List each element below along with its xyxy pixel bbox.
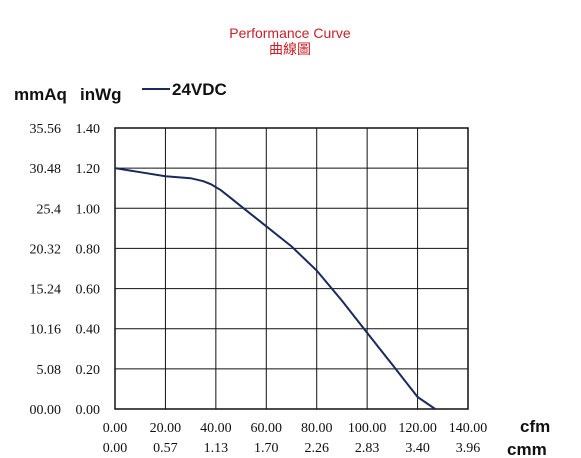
x-tick-label-cfm: 20.00 — [150, 421, 182, 436]
y-tick-label-inwg: 0.40 — [76, 323, 101, 338]
y-tick-label-mmaq: 35.56 — [30, 122, 62, 137]
x-tick-label-cfm: 40.00 — [200, 421, 232, 436]
chart-grid — [114, 127, 469, 410]
chart-subtitle: 曲線圖 — [269, 41, 311, 57]
x-tick-label-cfm: 100.00 — [348, 421, 387, 436]
y-tick-label-inwg: 0.20 — [76, 363, 101, 378]
y-tick-label-mmaq: 30.48 — [30, 162, 62, 177]
y-tick-label-mmaq: 10.16 — [30, 323, 62, 338]
y-tick-label-inwg: 0.00 — [76, 403, 101, 418]
chart-title: Performance Curve — [229, 25, 351, 41]
y-tick-label-inwg: 1.00 — [76, 202, 101, 217]
y-tick-label-inwg: 0.60 — [76, 283, 101, 298]
x-tick-label-cmm: 1.13 — [204, 441, 229, 456]
y-tick-label-inwg: 1.20 — [76, 162, 101, 177]
x-unit-cmm: cmm — [507, 440, 547, 458]
x-tick-label-cfm: 0.00 — [103, 421, 128, 436]
x-tick-label-cfm: 120.00 — [398, 421, 437, 436]
series-line-24vdc — [114, 167, 436, 410]
x-tick-label-cfm: 60.00 — [251, 421, 283, 436]
x-tick-labels: 0.00 0.00 20.00 0.57 40.00 1.13 60.00 1.70 80.00… — [103, 421, 488, 456]
x-tick-label-cfm: 80.00 — [301, 421, 333, 436]
y-tick-label-inwg: 0.80 — [76, 242, 101, 257]
x-tick-label-cfm: 140.00 — [449, 421, 488, 436]
y-tick-labels: 00.00 0.00 5.08 0.20 10.16 0.40 15.24 0.60 20.32… — [30, 122, 101, 418]
x-tick-label-cmm: 2.26 — [304, 441, 329, 456]
x-unit-cfm: cfm — [520, 417, 550, 436]
y-unit-inwg: inWg — [80, 85, 122, 104]
x-tick-label-cmm: 0.57 — [153, 441, 178, 456]
x-tick-label-cmm: 3.96 — [456, 441, 481, 456]
x-tick-label-cmm: 1.70 — [254, 441, 279, 456]
y-tick-label-mmaq: 25.4 — [37, 202, 62, 217]
x-tick-label-cmm: 0.00 — [103, 441, 128, 456]
y-unit-mmaq: mmAq — [14, 85, 67, 104]
y-tick-label-mmaq: 20.32 — [30, 242, 62, 257]
x-tick-label-cmm: 3.40 — [405, 441, 430, 456]
x-tick-label-cmm: 2.83 — [355, 441, 380, 456]
y-tick-label-inwg: 1.40 — [76, 122, 101, 137]
y-tick-label-mmaq: 00.00 — [30, 403, 62, 418]
plot-frame — [114, 127, 469, 410]
y-tick-label-mmaq: 5.08 — [37, 363, 62, 378]
y-tick-label-mmaq: 15.24 — [30, 283, 62, 298]
legend-label-24vdc: 24VDC — [172, 80, 227, 99]
